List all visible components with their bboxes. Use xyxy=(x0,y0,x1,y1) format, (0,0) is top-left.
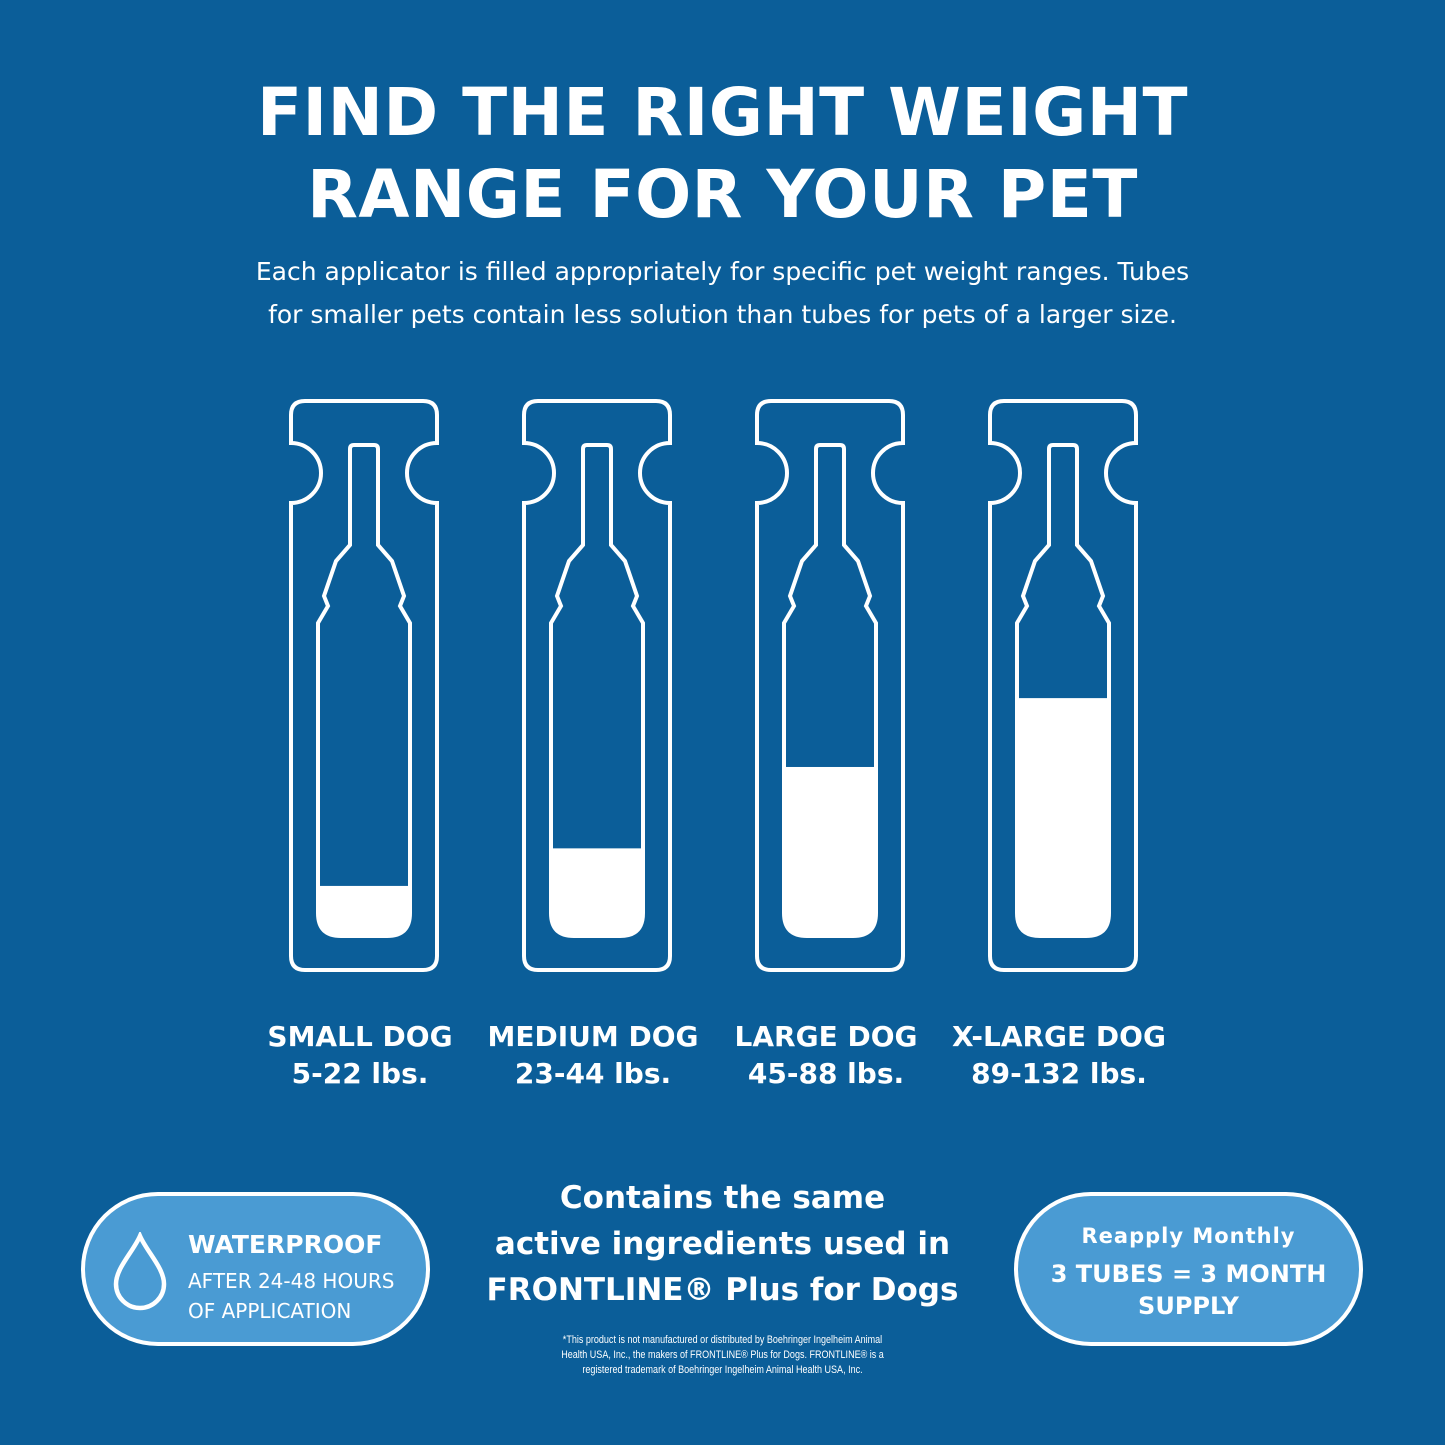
tube-label-small: SMALL DOG 5-22 lbs. xyxy=(240,1018,480,1092)
subtitle: Each applicator is filled appropriately … xyxy=(0,250,1445,336)
bottle-outline xyxy=(782,443,878,938)
ingredients-line-3: FRONTLINE® Plus for Dogs xyxy=(486,1272,959,1308)
ingredients-line-1: Contains the same xyxy=(559,1180,886,1216)
size-label: X-LARGE DOG xyxy=(952,1020,1166,1053)
solution-fill xyxy=(551,848,643,936)
subtitle-line-1: Each applicator is filled appropriately … xyxy=(255,257,1190,286)
weight-label: 89-132 lbs. xyxy=(971,1057,1147,1090)
bottle-outline xyxy=(1015,443,1111,938)
reapply-line-1: 3 TUBES = 3 MONTH xyxy=(1050,1260,1327,1288)
subtitle-line-2: for smaller pets contain less solution t… xyxy=(268,300,1177,329)
solution-fill xyxy=(784,766,876,936)
tube-label-large: LARGE DOG 45-88 lbs. xyxy=(706,1018,946,1092)
tube-label-xlarge: X-LARGE DOG 89-132 lbs. xyxy=(939,1018,1179,1092)
tube-2 xyxy=(755,399,905,972)
solution-fill xyxy=(318,885,410,936)
title-line-2: RANGE FOR YOUR PET xyxy=(307,156,1138,233)
tube-diagrams xyxy=(289,399,1138,972)
tube-0 xyxy=(289,399,439,972)
waterproof-line-1: AFTER 24-48 HOURS xyxy=(188,1269,395,1293)
water-drop-icon xyxy=(113,1232,167,1311)
tube-label-medium: MEDIUM DOG 23-44 lbs. xyxy=(473,1018,713,1092)
applicator-outline xyxy=(289,399,439,972)
applicator-outline xyxy=(522,399,672,972)
disclaimer: *This product is not manufactured or dis… xyxy=(556,1333,888,1378)
ingredients-statement: Contains the same active ingredients use… xyxy=(470,1175,975,1313)
reapply-line-2: SUPPLY xyxy=(1138,1292,1239,1320)
disclaimer-line-2: Health USA, Inc., the makers of FRONTLIN… xyxy=(561,1349,884,1361)
disclaimer-line-1: *This product is not manufactured or dis… xyxy=(562,1334,883,1346)
tube-1 xyxy=(522,399,672,972)
size-label: MEDIUM DOG xyxy=(487,1020,699,1053)
ingredients-line-2: active ingredients used in xyxy=(494,1226,951,1262)
waterproof-badge: WATERPROOF AFTER 24-48 HOURS OF APPLICAT… xyxy=(81,1192,430,1346)
applicator-outline xyxy=(755,399,905,972)
weight-label: 5-22 lbs. xyxy=(291,1057,429,1090)
solution-fill xyxy=(1017,698,1109,936)
tube-3 xyxy=(988,399,1138,972)
waterproof-title: WATERPROOF xyxy=(188,1230,383,1259)
size-label: SMALL DOG xyxy=(267,1020,453,1053)
page-title: FIND THE RIGHT WEIGHT RANGE FOR YOUR PET xyxy=(0,72,1445,236)
title-line-1: FIND THE RIGHT WEIGHT xyxy=(256,74,1189,151)
size-label: LARGE DOG xyxy=(734,1020,918,1053)
bottle-outline xyxy=(549,443,645,938)
waterproof-line-2: OF APPLICATION xyxy=(188,1299,352,1323)
disclaimer-line-3: registered trademark of Boehringer Ingel… xyxy=(582,1364,863,1376)
reapply-badge: Reapply Monthly 3 TUBES = 3 MONTH SUPPLY xyxy=(1014,1192,1363,1346)
weight-label: 45-88 lbs. xyxy=(747,1057,905,1090)
bottle-outline xyxy=(316,443,412,938)
applicator-outline xyxy=(988,399,1138,972)
weight-label: 23-44 lbs. xyxy=(514,1057,672,1090)
reapply-title: Reapply Monthly xyxy=(1081,1224,1296,1248)
